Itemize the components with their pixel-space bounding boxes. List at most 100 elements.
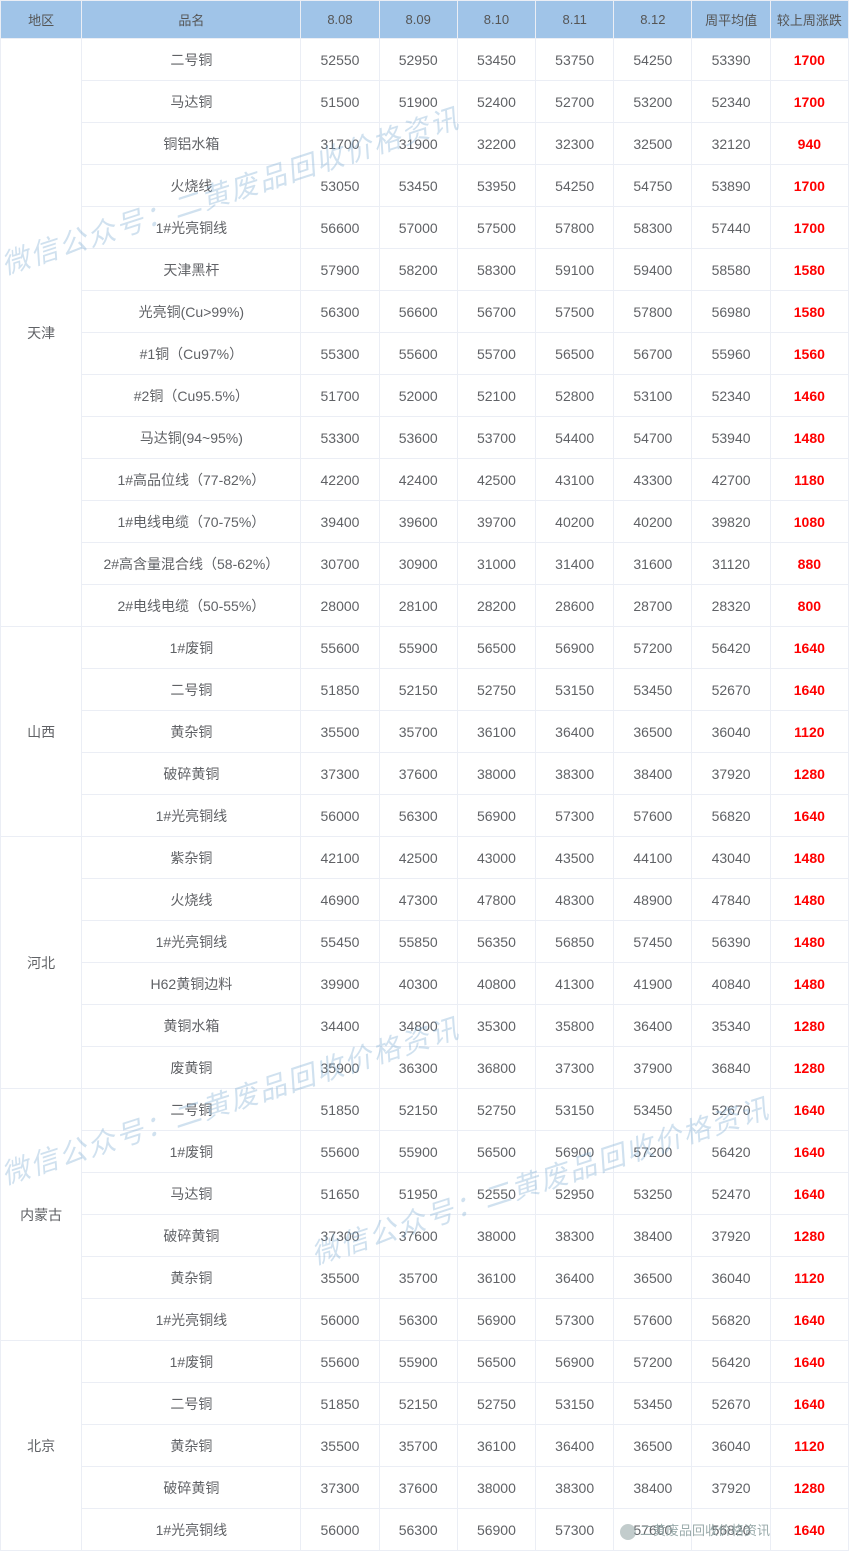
change-cell: 1280 bbox=[770, 1047, 848, 1089]
change-cell: 1080 bbox=[770, 501, 848, 543]
price-cell: 58300 bbox=[457, 249, 535, 291]
price-cell: 38400 bbox=[614, 1467, 692, 1509]
price-cell: 48900 bbox=[614, 879, 692, 921]
product-name-cell: 1#高品位线（77-82%） bbox=[82, 459, 301, 501]
product-name-cell: 二号铜 bbox=[82, 669, 301, 711]
avg-cell: 52470 bbox=[692, 1173, 770, 1215]
avg-cell: 58580 bbox=[692, 249, 770, 291]
price-cell: 32200 bbox=[457, 123, 535, 165]
product-name-cell: 火烧线 bbox=[82, 879, 301, 921]
product-name-cell: 马达铜 bbox=[82, 81, 301, 123]
table-row: 山西1#废铜5560055900565005690057200564201640 bbox=[1, 627, 849, 669]
price-cell: 38300 bbox=[536, 1215, 614, 1257]
price-cell: 43000 bbox=[457, 837, 535, 879]
change-cell: 1640 bbox=[770, 1173, 848, 1215]
price-cell: 51850 bbox=[301, 1383, 379, 1425]
price-cell: 35300 bbox=[457, 1005, 535, 1047]
change-cell: 1480 bbox=[770, 879, 848, 921]
price-cell: 36400 bbox=[614, 1005, 692, 1047]
product-name-cell: 二号铜 bbox=[82, 1383, 301, 1425]
table-row: 火烧线4690047300478004830048900478401480 bbox=[1, 879, 849, 921]
avg-cell: 56820 bbox=[692, 1509, 770, 1551]
change-cell: 940 bbox=[770, 123, 848, 165]
column-header: 8.12 bbox=[614, 1, 692, 39]
table-row: 火烧线5305053450539505425054750538901700 bbox=[1, 165, 849, 207]
price-cell: 44100 bbox=[614, 837, 692, 879]
change-cell: 1280 bbox=[770, 1005, 848, 1047]
price-cell: 53450 bbox=[614, 669, 692, 711]
avg-cell: 36040 bbox=[692, 1257, 770, 1299]
price-cell: 54750 bbox=[614, 165, 692, 207]
price-cell: 31400 bbox=[536, 543, 614, 585]
price-cell: 43300 bbox=[614, 459, 692, 501]
avg-cell: 40840 bbox=[692, 963, 770, 1005]
price-cell: 53950 bbox=[457, 165, 535, 207]
price-cell: 57450 bbox=[614, 921, 692, 963]
product-name-cell: 1#废铜 bbox=[82, 1341, 301, 1383]
price-cell: 53450 bbox=[457, 39, 535, 81]
price-cell: 54250 bbox=[536, 165, 614, 207]
product-name-cell: 马达铜 bbox=[82, 1173, 301, 1215]
region-cell: 河北 bbox=[1, 837, 82, 1089]
price-cell: 57200 bbox=[614, 1341, 692, 1383]
price-cell: 46900 bbox=[301, 879, 379, 921]
change-cell: 1180 bbox=[770, 459, 848, 501]
avg-cell: 56820 bbox=[692, 795, 770, 837]
price-cell: 51500 bbox=[301, 81, 379, 123]
price-cell: 57000 bbox=[379, 207, 457, 249]
product-name-cell: 1#光亮铜线 bbox=[82, 1509, 301, 1551]
avg-cell: 32120 bbox=[692, 123, 770, 165]
change-cell: 1640 bbox=[770, 1341, 848, 1383]
avg-cell: 53940 bbox=[692, 417, 770, 459]
change-cell: 1700 bbox=[770, 165, 848, 207]
price-cell: 36100 bbox=[457, 1257, 535, 1299]
price-cell: 31700 bbox=[301, 123, 379, 165]
avg-cell: 39820 bbox=[692, 501, 770, 543]
price-cell: 55850 bbox=[379, 921, 457, 963]
change-cell: 1580 bbox=[770, 249, 848, 291]
avg-cell: 36040 bbox=[692, 711, 770, 753]
price-cell: 36400 bbox=[536, 1425, 614, 1467]
change-cell: 1640 bbox=[770, 795, 848, 837]
price-cell: 31000 bbox=[457, 543, 535, 585]
table-row: 1#光亮铜线5600056300569005730057600568201640 bbox=[1, 1509, 849, 1551]
product-name-cell: 1#光亮铜线 bbox=[82, 795, 301, 837]
product-name-cell: 1#废铜 bbox=[82, 1131, 301, 1173]
price-cell: 52700 bbox=[536, 81, 614, 123]
table-header: 地区品名8.088.098.108.118.12周平均值较上周涨跌 bbox=[1, 1, 849, 39]
price-cell: 55900 bbox=[379, 627, 457, 669]
price-cell: 55700 bbox=[457, 333, 535, 375]
table-row: 1#光亮铜线5660057000575005780058300574401700 bbox=[1, 207, 849, 249]
avg-cell: 31120 bbox=[692, 543, 770, 585]
price-cell: 36800 bbox=[457, 1047, 535, 1089]
price-cell: 43100 bbox=[536, 459, 614, 501]
price-cell: 56350 bbox=[457, 921, 535, 963]
price-cell: 28200 bbox=[457, 585, 535, 627]
avg-cell: 35340 bbox=[692, 1005, 770, 1047]
avg-cell: 56820 bbox=[692, 1299, 770, 1341]
price-cell: 53450 bbox=[614, 1383, 692, 1425]
avg-cell: 37920 bbox=[692, 1467, 770, 1509]
price-cell: 51950 bbox=[379, 1173, 457, 1215]
price-cell: 52150 bbox=[379, 669, 457, 711]
avg-cell: 47840 bbox=[692, 879, 770, 921]
column-header: 地区 bbox=[1, 1, 82, 39]
product-name-cell: 铜铝水箱 bbox=[82, 123, 301, 165]
price-cell: 55900 bbox=[379, 1131, 457, 1173]
avg-cell: 52670 bbox=[692, 1089, 770, 1131]
change-cell: 1560 bbox=[770, 333, 848, 375]
change-cell: 1480 bbox=[770, 963, 848, 1005]
price-cell: 37600 bbox=[379, 1215, 457, 1257]
price-cell: 55450 bbox=[301, 921, 379, 963]
price-cell: 55600 bbox=[301, 627, 379, 669]
price-cell: 53600 bbox=[379, 417, 457, 459]
change-cell: 1640 bbox=[770, 1383, 848, 1425]
table-row: 1#光亮铜线5600056300569005730057600568201640 bbox=[1, 795, 849, 837]
table-row: 马达铜5150051900524005270053200523401700 bbox=[1, 81, 849, 123]
product-name-cell: 废黄铜 bbox=[82, 1047, 301, 1089]
change-cell: 1700 bbox=[770, 81, 848, 123]
table-row: 1#光亮铜线5600056300569005730057600568201640 bbox=[1, 1299, 849, 1341]
price-cell: 35700 bbox=[379, 1425, 457, 1467]
price-cell: 56500 bbox=[457, 627, 535, 669]
price-cell: 30900 bbox=[379, 543, 457, 585]
